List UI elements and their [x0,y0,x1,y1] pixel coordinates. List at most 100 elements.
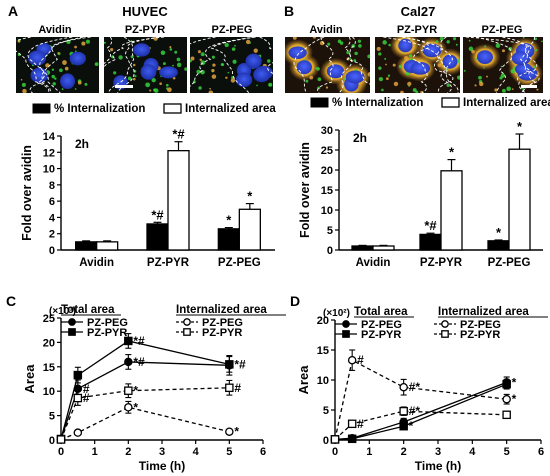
cell-outline [104,37,113,65]
vesicle [346,51,350,55]
vesicle [127,76,132,81]
vesicle [54,77,57,80]
vesicle [94,62,99,66]
nucleus [28,50,47,66]
data-point [502,394,511,404]
series-line [334,381,507,441]
axis-multiplier: (×10²) [323,308,350,319]
significance-mark: * [512,392,517,406]
vesicle [190,59,192,63]
data-point [347,355,357,365]
vesicle [388,43,391,47]
vesicle [225,76,228,79]
data-point [183,328,191,336]
cell-outline [107,37,135,93]
data-point [73,393,83,403]
vesicle [174,50,178,54]
vesicle [113,71,117,75]
x-tick-label: 2 [401,446,407,458]
y-axis-label: Area [22,364,37,394]
significance-mark: *# [234,357,246,371]
vesicle [220,63,224,67]
y-tick-label: 20 [317,315,329,327]
panel-letter-b: B [284,3,294,19]
vesicle [456,58,460,64]
vesicle [153,88,159,93]
vesicle [52,82,56,86]
vesicle [196,69,201,74]
x-tick-label: 5 [226,446,232,458]
legend-label: PZ-PYR [202,327,242,339]
data-point [342,320,350,328]
vesicle [384,57,387,60]
vesicle [211,74,217,79]
category-label: PZ-PEG [488,257,531,269]
vesicle [353,59,357,62]
x-tick-label: 3 [159,446,165,458]
cell-outline [338,37,356,93]
cell-outline [16,37,50,93]
scale-bar [115,85,133,88]
significance-mark: * [517,119,523,134]
legend-group-title: Total area [61,304,115,316]
vesicle [45,63,50,68]
y-tick-label: 30 [321,125,333,137]
nucleus [288,46,307,59]
x-tick-label: 6 [260,446,266,458]
micrograph-label: PZ-PYR [125,24,165,36]
vesicle [378,77,384,82]
vesicle [110,48,114,52]
vesicle [367,54,370,59]
micrograph-label: Avidin [38,24,71,36]
legend-group-title: Internalized area [176,304,267,316]
category-label: PZ-PEG [218,257,261,269]
vesicle [483,66,485,69]
significance-mark: * [234,425,239,439]
legend-label: PZ-PYR [87,327,127,339]
y-tick-label: 10 [317,375,329,387]
cell-outline [317,37,334,93]
data-point [502,379,511,389]
vesicle [437,63,442,68]
legend-label: PZ-PYR [460,329,500,341]
vesicle [382,40,387,45]
micrograph-image [375,37,460,93]
micrograph-strip-cal27: Avidin PZ-PYR PZ-PEG [285,24,543,93]
vesicle [51,74,55,79]
vesicle [176,57,181,62]
series-line [60,387,230,440]
x-tick-label: 5 [504,446,510,458]
vesicle [22,88,27,93]
y-tick-label: 2 [49,229,55,241]
vesicle [510,68,515,74]
panel-letter-a: A [8,3,18,19]
vesicle [455,43,458,46]
y-tick-label: 15 [321,185,333,197]
y-axis-label: Fold over avidin [298,142,312,238]
significance-mark: #* [409,404,421,418]
data-point [124,357,133,367]
vesicle [479,81,484,87]
vesicle [132,63,136,67]
legend-label: PZ-PYR [361,329,401,341]
nucleus [69,51,86,66]
legend-label: PZ-PEG [361,319,402,331]
y-tick-label: 10 [43,386,55,398]
micrograph-strip-huvec: Avidin PZ-PYR PZ-PEG [16,24,273,93]
y-tick-label: 0 [323,435,329,447]
vesicle [104,41,106,44]
vesicle [169,48,173,51]
vesicle [446,40,450,44]
y-tick-label: 5 [323,405,329,417]
cell-outline [383,37,450,93]
y-tick-label: 4 [49,212,56,224]
vesicle [84,82,88,86]
vesicle [478,75,482,80]
vesicle [378,66,382,70]
series: # #* [330,404,511,444]
y-tick-label: 0 [49,435,55,447]
significance-mark: # [83,391,90,405]
vesicle [81,41,86,46]
legend-swatch-filled [32,103,51,114]
